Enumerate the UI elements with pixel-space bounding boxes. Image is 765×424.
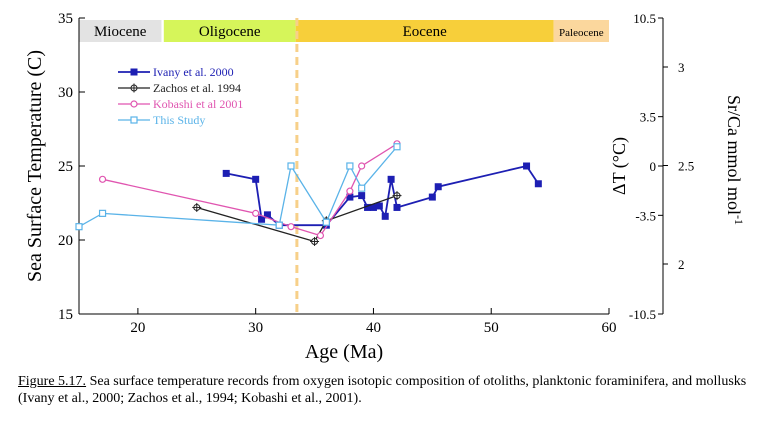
data-point	[98, 175, 107, 183]
data-point	[393, 143, 401, 151]
series-line	[78, 146, 398, 228]
y3-axis-label: Sr/Ca mmol mol-1	[724, 95, 746, 225]
data-point	[130, 100, 138, 108]
data-point	[393, 203, 401, 211]
data-point	[392, 191, 402, 201]
legend-label: Zachos et al. 1994	[153, 81, 241, 95]
legend-label: Ivany et al. 2000	[153, 65, 234, 79]
epoch-band: Paleocene	[553, 20, 609, 42]
x-tick-label: 60	[602, 320, 617, 336]
epoch-label: Paleocene	[559, 27, 604, 39]
y2-tick-label: 10.5	[633, 11, 656, 26]
epoch-label: Miocene	[94, 24, 147, 40]
data-point	[381, 212, 389, 220]
data-point	[130, 116, 138, 124]
y-axis-label: Sea Surface Temperature (C)	[24, 50, 46, 282]
caption-label: Figure 5.17.	[18, 374, 87, 389]
data-point	[358, 192, 366, 200]
data-point	[434, 183, 442, 191]
epoch-label: Eocene	[403, 24, 447, 40]
data-point	[375, 202, 383, 210]
legend: Ivany et al. 2000 Zachos et al. 1994 Kobas…	[118, 65, 243, 127]
y3-axis-label-exponent: -1	[732, 215, 746, 225]
epoch-rect	[295, 20, 554, 42]
y3-tick-label: 2.5	[678, 159, 694, 174]
data-point	[346, 187, 354, 195]
data-point	[358, 184, 366, 192]
epoch-rect	[79, 20, 162, 42]
y2-tick-label: 0	[650, 159, 657, 174]
epoch-band: Eocene	[295, 20, 554, 42]
data-point	[346, 193, 354, 201]
legend-label: This Study	[153, 113, 205, 127]
x-tick-label: 30	[248, 320, 263, 336]
data-point	[287, 223, 295, 231]
series	[98, 140, 401, 240]
legend-entry: Ivany et al. 2000	[118, 65, 234, 79]
data-point	[316, 231, 325, 240]
legend-entry: This Study	[118, 113, 205, 127]
y2-tick-label: -3.5	[635, 208, 656, 223]
data-point	[75, 223, 83, 231]
data-point	[346, 162, 354, 170]
y-tick-label: 20	[58, 233, 73, 249]
data-point	[222, 169, 230, 177]
y2-tick-label: 3.5	[640, 110, 656, 125]
y3-tick-label: 3	[678, 60, 685, 75]
series	[75, 143, 401, 231]
data-point	[369, 203, 377, 211]
data-point	[322, 218, 330, 226]
data-point	[130, 68, 138, 76]
caption-text: Sea surface temperature records from oxy…	[18, 374, 747, 406]
data-point	[287, 162, 295, 170]
data-point	[192, 202, 202, 212]
data-point	[534, 180, 542, 188]
y-tick-label: 25	[58, 159, 73, 175]
data-point	[258, 215, 266, 223]
x-tick-label: 50	[484, 320, 499, 336]
epoch-band: Miocene	[79, 20, 162, 42]
data-point	[98, 209, 107, 217]
data-point	[252, 175, 260, 183]
data-point	[263, 211, 271, 219]
series-line	[196, 194, 398, 243]
x-tick-label: 20	[130, 320, 145, 336]
data-point	[252, 209, 260, 217]
data-point	[364, 203, 372, 211]
data-point	[310, 236, 320, 246]
data-point	[523, 162, 531, 170]
epoch-band: Oligocene	[163, 20, 296, 42]
data-point	[387, 175, 395, 183]
legend-entry: Zachos et al. 1994	[118, 81, 241, 95]
y2-axis-label: ΔT (°C)	[609, 137, 630, 195]
data-point	[358, 162, 366, 170]
epoch-label: Oligocene	[199, 24, 261, 40]
figure-caption: Figure 5.17. Sea surface temperature rec…	[18, 373, 753, 407]
legend-label: Kobashi et al 2001	[153, 97, 243, 111]
y-tick-label: 15	[58, 307, 73, 323]
x-tick-label: 40	[366, 320, 381, 336]
y3-tick-label: 2	[678, 257, 685, 272]
y-tick-label: 30	[58, 85, 73, 101]
legend-entry: Kobashi et al 2001	[118, 97, 243, 111]
data-point	[428, 193, 436, 201]
data-point	[129, 83, 139, 93]
y-tick-label: 35	[58, 11, 73, 27]
epoch-rect	[553, 20, 609, 42]
data-point	[275, 221, 283, 229]
y2-tick-label: -10.5	[629, 307, 656, 322]
epoch-rect	[163, 20, 296, 42]
x-axis-label: Age (Ma)	[305, 341, 383, 363]
